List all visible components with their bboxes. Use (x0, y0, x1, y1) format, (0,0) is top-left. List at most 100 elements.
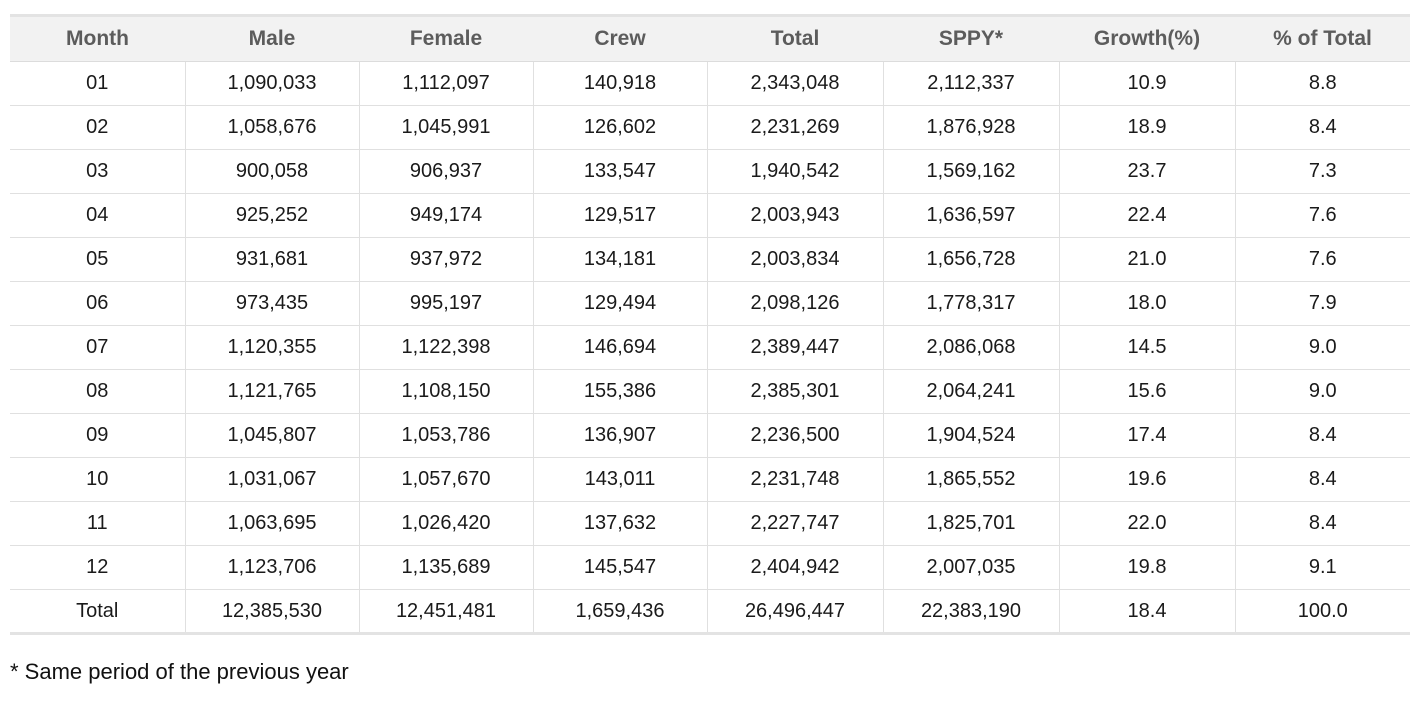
cell-percent-of-total: 8.8 (1234, 61, 1410, 106)
cell-crew: 133,547 (532, 149, 707, 194)
cell-male: 973,435 (184, 281, 359, 326)
total-cell-sppy: 22,383,190 (882, 589, 1059, 635)
cell-sppy: 1,778,317 (882, 281, 1059, 326)
cell-sppy: 2,112,337 (882, 61, 1059, 106)
cell-month: 05 (10, 237, 185, 282)
header-sppy: SPPY* (883, 15, 1059, 62)
header-total: Total (707, 15, 883, 62)
table-body: 01 1,090,033 1,112,097 140,918 2,343,048 2,11… (10, 61, 1410, 635)
total-cell-month: Total (10, 589, 185, 635)
cell-female: 937,972 (358, 237, 533, 282)
cell-total: 1,940,542 (706, 149, 883, 194)
table-row: 08 1,121,765 1,108,150 155,386 2,385,301 2,06… (10, 369, 1410, 414)
footnote: * Same period of the previous year (10, 659, 349, 684)
cell-growth: 10.9 (1058, 61, 1235, 106)
cell-female: 949,174 (358, 193, 533, 238)
cell-total: 2,404,942 (706, 545, 883, 590)
table-row: 10 1,031,067 1,057,670 143,011 2,231,748 1,86… (10, 457, 1410, 502)
header-female: Female (359, 15, 533, 62)
cell-percent-of-total: 7.9 (1234, 281, 1410, 326)
cell-month: 03 (10, 149, 185, 194)
cell-growth: 22.4 (1058, 193, 1235, 238)
cell-female: 1,026,420 (358, 501, 533, 546)
cell-percent-of-total: 9.0 (1234, 369, 1410, 414)
cell-male: 1,120,355 (184, 325, 359, 370)
data-table-container: Month Male Female Crew Total SPPY* Growt… (10, 14, 1410, 635)
cell-month: 01 (10, 61, 185, 106)
total-cell-total: 26,496,447 (706, 589, 883, 635)
cell-crew: 140,918 (532, 61, 707, 106)
cell-male: 900,058 (184, 149, 359, 194)
cell-male: 1,063,695 (184, 501, 359, 546)
cell-male: 1,123,706 (184, 545, 359, 590)
cell-sppy: 1,656,728 (882, 237, 1059, 282)
cell-percent-of-total: 8.4 (1234, 413, 1410, 458)
cell-percent-of-total: 8.4 (1234, 457, 1410, 502)
cell-growth: 15.6 (1058, 369, 1235, 414)
cell-total: 2,003,834 (706, 237, 883, 282)
cell-growth: 22.0 (1058, 501, 1235, 546)
cell-sppy: 1,636,597 (882, 193, 1059, 238)
cell-male: 1,058,676 (184, 105, 359, 150)
monthly-passenger-table: Month Male Female Crew Total SPPY* Growt… (10, 14, 1410, 635)
table-row: 11 1,063,695 1,026,420 137,632 2,227,747 1,82… (10, 501, 1410, 546)
cell-crew: 137,632 (532, 501, 707, 546)
cell-sppy: 1,904,524 (882, 413, 1059, 458)
cell-growth: 14.5 (1058, 325, 1235, 370)
cell-female: 995,197 (358, 281, 533, 326)
cell-month: 08 (10, 369, 185, 414)
cell-male: 931,681 (184, 237, 359, 282)
table-row: 07 1,120,355 1,122,398 146,694 2,389,447 2,08… (10, 325, 1410, 370)
cell-percent-of-total: 8.4 (1234, 105, 1410, 150)
cell-total: 2,003,943 (706, 193, 883, 238)
table-row: 04 925,252 949,174 129,517 2,003,943 1,636,59… (10, 193, 1410, 238)
cell-month: 07 (10, 325, 185, 370)
cell-growth: 18.9 (1058, 105, 1235, 150)
cell-percent-of-total: 7.3 (1234, 149, 1410, 194)
cell-crew: 134,181 (532, 237, 707, 282)
cell-growth: 23.7 (1058, 149, 1235, 194)
cell-month: 12 (10, 545, 185, 590)
cell-male: 1,045,807 (184, 413, 359, 458)
cell-sppy: 2,086,068 (882, 325, 1059, 370)
header-growth: Growth(%) (1059, 15, 1235, 62)
cell-total: 2,343,048 (706, 61, 883, 106)
table-total-row: Total 12,385,530 12,451,481 1,659,436 26,496… (10, 589, 1410, 635)
cell-month: 11 (10, 501, 185, 546)
cell-month: 09 (10, 413, 185, 458)
header-male: Male (185, 15, 359, 62)
cell-sppy: 2,064,241 (882, 369, 1059, 414)
cell-percent-of-total: 7.6 (1234, 193, 1410, 238)
cell-male: 1,121,765 (184, 369, 359, 414)
cell-crew: 146,694 (532, 325, 707, 370)
cell-total: 2,231,269 (706, 105, 883, 150)
cell-percent-of-total: 9.1 (1234, 545, 1410, 590)
total-cell-male: 12,385,530 (184, 589, 359, 635)
cell-month: 10 (10, 457, 185, 502)
cell-total: 2,098,126 (706, 281, 883, 326)
table-row: 06 973,435 995,197 129,494 2,098,126 1,778,31… (10, 281, 1410, 326)
total-cell-growth: 18.4 (1058, 589, 1235, 635)
cell-crew: 155,386 (532, 369, 707, 414)
cell-male: 1,031,067 (184, 457, 359, 502)
cell-total: 2,389,447 (706, 325, 883, 370)
cell-crew: 143,011 (532, 457, 707, 502)
cell-month: 06 (10, 281, 185, 326)
cell-female: 1,057,670 (358, 457, 533, 502)
cell-sppy: 1,865,552 (882, 457, 1059, 502)
header-crew: Crew (533, 15, 707, 62)
cell-female: 1,108,150 (358, 369, 533, 414)
cell-total: 2,227,747 (706, 501, 883, 546)
cell-total: 2,231,748 (706, 457, 883, 502)
cell-female: 1,053,786 (358, 413, 533, 458)
cell-crew: 129,494 (532, 281, 707, 326)
cell-total: 2,385,301 (706, 369, 883, 414)
cell-month: 02 (10, 105, 185, 150)
cell-percent-of-total: 9.0 (1234, 325, 1410, 370)
cell-female: 1,135,689 (358, 545, 533, 590)
cell-percent-of-total: 8.4 (1234, 501, 1410, 546)
cell-crew: 126,602 (532, 105, 707, 150)
cell-crew: 145,547 (532, 545, 707, 590)
cell-sppy: 1,876,928 (882, 105, 1059, 150)
cell-sppy: 2,007,035 (882, 545, 1059, 590)
